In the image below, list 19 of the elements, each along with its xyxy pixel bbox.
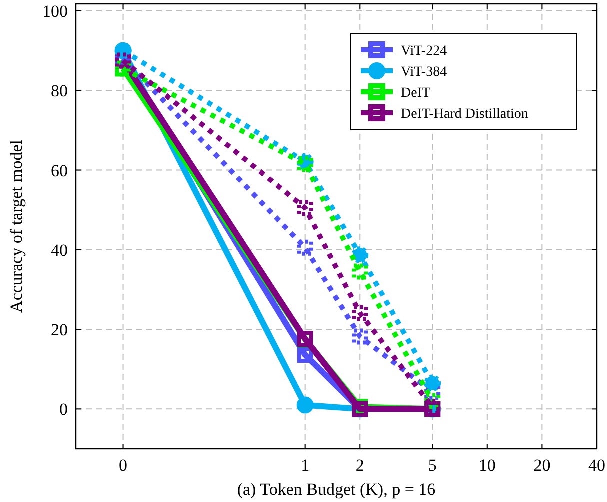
legend-label: ViT-384 — [401, 65, 448, 80]
y-tick-label: 60 — [51, 161, 68, 180]
y-tick-label: 0 — [60, 400, 68, 420]
y-axis-title: Accuracy of target model — [7, 140, 26, 313]
y-tick-label: 20 — [51, 320, 68, 340]
y-tick-label: 80 — [51, 82, 68, 101]
y-tick-label: 100 — [42, 2, 68, 21]
x-axis-title: (a) Token Budget (K), p = 16 — [237, 480, 436, 499]
y-tick-label: 40 — [51, 240, 68, 260]
legend-label: DeIT — [401, 86, 431, 101]
x-tick-label: 2 — [356, 456, 364, 475]
legend-label: ViT-224 — [401, 44, 448, 59]
x-tick-label: 0 — [119, 456, 128, 475]
x-tick-label: 1 — [301, 456, 310, 475]
x-tick-label: 5 — [428, 456, 437, 475]
x-tick-label: 40 — [588, 456, 606, 475]
x-tick-label: 10 — [478, 456, 496, 475]
x-tick-label: 20 — [534, 456, 551, 475]
legend-label: DeIT-Hard Distillation — [401, 107, 528, 122]
